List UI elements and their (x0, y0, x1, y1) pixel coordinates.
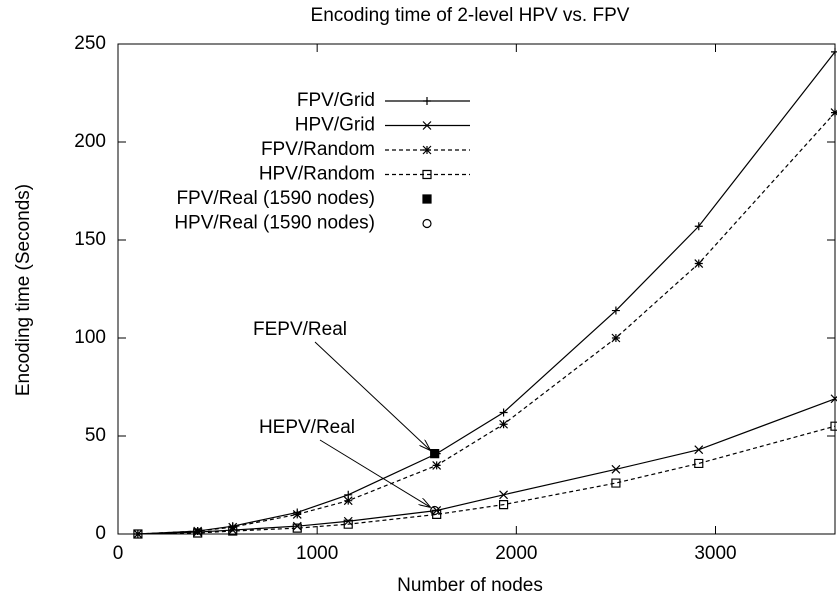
y-tick-label: 250 (74, 33, 106, 54)
x-tick-label: 2000 (495, 543, 537, 564)
legend-label: FPV/Grid (297, 90, 375, 111)
marker (343, 496, 353, 506)
marker (611, 464, 621, 474)
marker (694, 222, 703, 231)
series-line (137, 425, 836, 535)
marker (228, 526, 238, 536)
y-axis-label: Encoding time (Seconds) (13, 184, 34, 396)
legend-label: FPV/Real (1590 nodes) (176, 188, 375, 209)
annotation-arrow (314, 341, 431, 451)
legend-label: FPV/Random (261, 139, 375, 160)
marker (830, 421, 837, 431)
legend-marker (422, 194, 432, 204)
legend-marker (422, 121, 432, 130)
x-tick-label: 0 (113, 543, 124, 564)
series-line (137, 51, 836, 535)
y-tick-label: 50 (85, 425, 106, 446)
series-line (137, 112, 836, 535)
y-tick-label: 150 (74, 229, 106, 250)
marker (133, 529, 143, 539)
marker (498, 500, 509, 510)
y-tick-label: 0 (95, 523, 106, 544)
chart-title: Encoding time of 2-level HPV vs. FPV (311, 5, 630, 26)
marker (430, 449, 440, 459)
marker (343, 519, 353, 529)
marker (830, 108, 837, 118)
legend-marker (422, 169, 432, 180)
legend-marker (422, 218, 432, 229)
marker (430, 505, 440, 516)
legend-label: HPV/Random (259, 164, 375, 185)
x-tick-label: 1000 (296, 543, 338, 564)
marker (611, 306, 620, 315)
series-line (137, 398, 836, 535)
annotation: FEPV/Real (253, 319, 347, 340)
marker (432, 460, 442, 470)
legend-marker (422, 145, 432, 155)
marker (499, 408, 508, 417)
marker (694, 445, 704, 455)
marker (694, 458, 704, 469)
marker (193, 528, 203, 538)
marker (499, 419, 509, 429)
marker (694, 259, 704, 268)
marker (831, 47, 837, 56)
y-tick-label: 200 (74, 131, 106, 152)
legend-label: HPV/Real (1590 nodes) (174, 213, 375, 234)
legend-marker (423, 97, 431, 105)
x-tick-label: 3000 (694, 543, 736, 564)
plot-frame (117, 43, 836, 535)
x-axis-label: Number of nodes (397, 575, 543, 596)
legend-label: HPV/Grid (295, 115, 375, 136)
marker (292, 523, 302, 533)
marker (611, 478, 621, 488)
marker (432, 509, 442, 519)
annotation-arrow (319, 439, 431, 507)
marker (193, 526, 203, 536)
y-tick-label: 100 (74, 327, 106, 348)
marker (499, 490, 509, 500)
marker (830, 394, 837, 404)
marker (611, 333, 621, 343)
marker (292, 509, 302, 519)
annotation: HEPV/Real (259, 417, 355, 438)
